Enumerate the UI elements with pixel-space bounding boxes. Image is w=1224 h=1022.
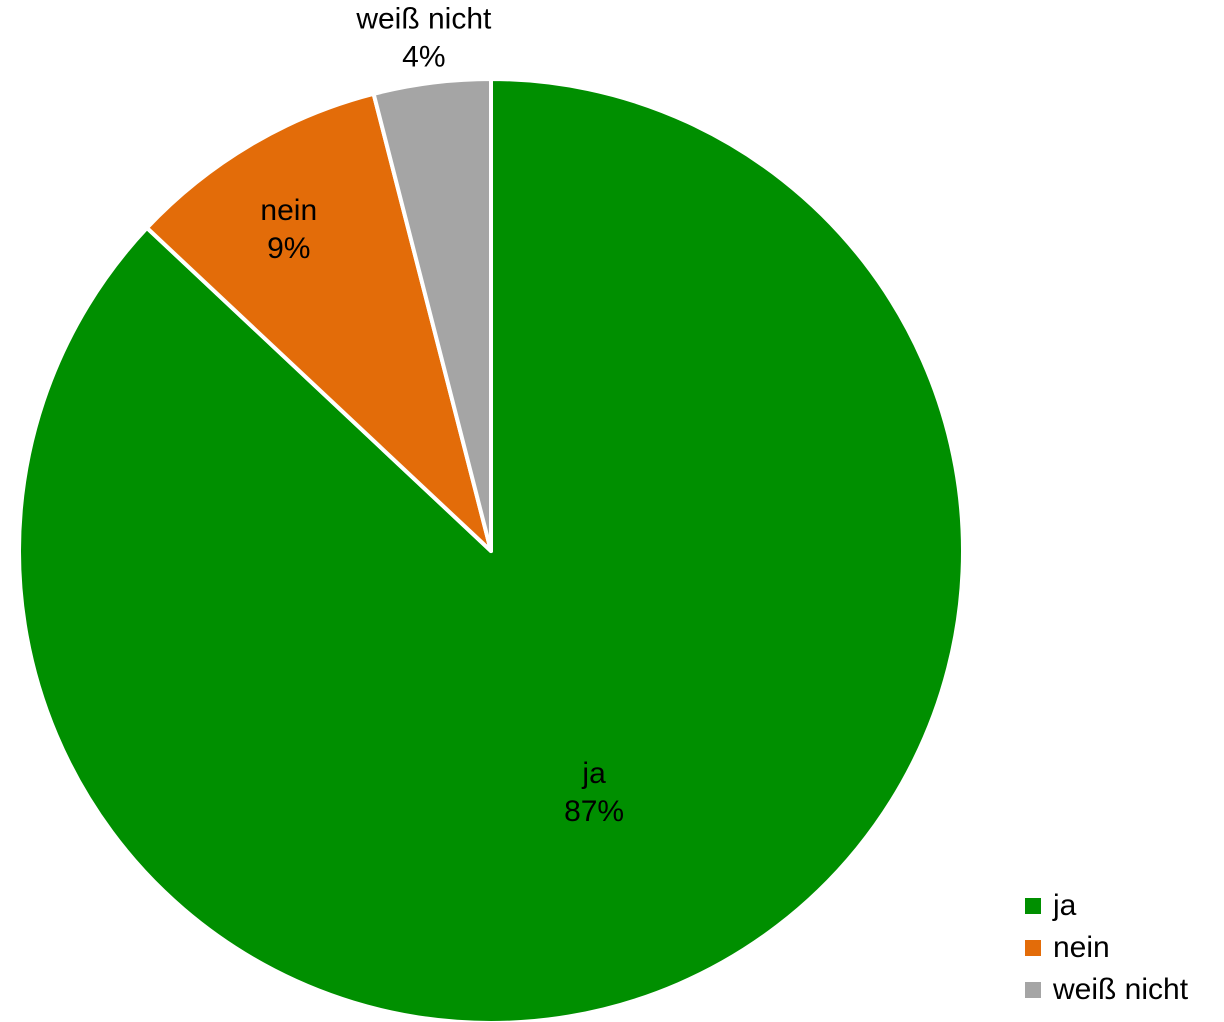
data-label-category-weiss-nicht: weiß nicht xyxy=(355,3,492,36)
legend-swatch-ja xyxy=(1025,898,1041,914)
legend-label-nein: nein xyxy=(1053,931,1110,964)
data-label-value-nein: 9% xyxy=(267,232,310,265)
data-label-value-weiss-nicht: 4% xyxy=(402,41,445,74)
legend-item-ja[interactable]: ja xyxy=(1025,885,1220,927)
legend-swatch-weiss-nicht xyxy=(1025,982,1041,998)
legend-label-ja: ja xyxy=(1053,889,1077,922)
legend-item-weiss-nicht[interactable]: weiß nicht xyxy=(1025,969,1220,1011)
legend-label-weiss-nicht: weiß nicht xyxy=(1053,973,1189,1006)
data-label-category-nein: nein xyxy=(260,194,317,227)
data-label-value-ja: 87% xyxy=(564,795,624,828)
pie-slice-weiss-nicht[interactable] xyxy=(371,77,493,553)
pie-slices xyxy=(17,77,965,1022)
pie-slice-nein[interactable] xyxy=(144,91,493,553)
legend-item-nein[interactable]: nein xyxy=(1025,927,1220,969)
data-label-category-ja: ja xyxy=(581,757,606,790)
pie-data-labels: ja 87% nein 9% weiß nicht 4% xyxy=(260,3,624,829)
legend: ja nein weiß nicht xyxy=(1025,885,1220,1011)
legend-swatch-nein xyxy=(1025,940,1041,956)
